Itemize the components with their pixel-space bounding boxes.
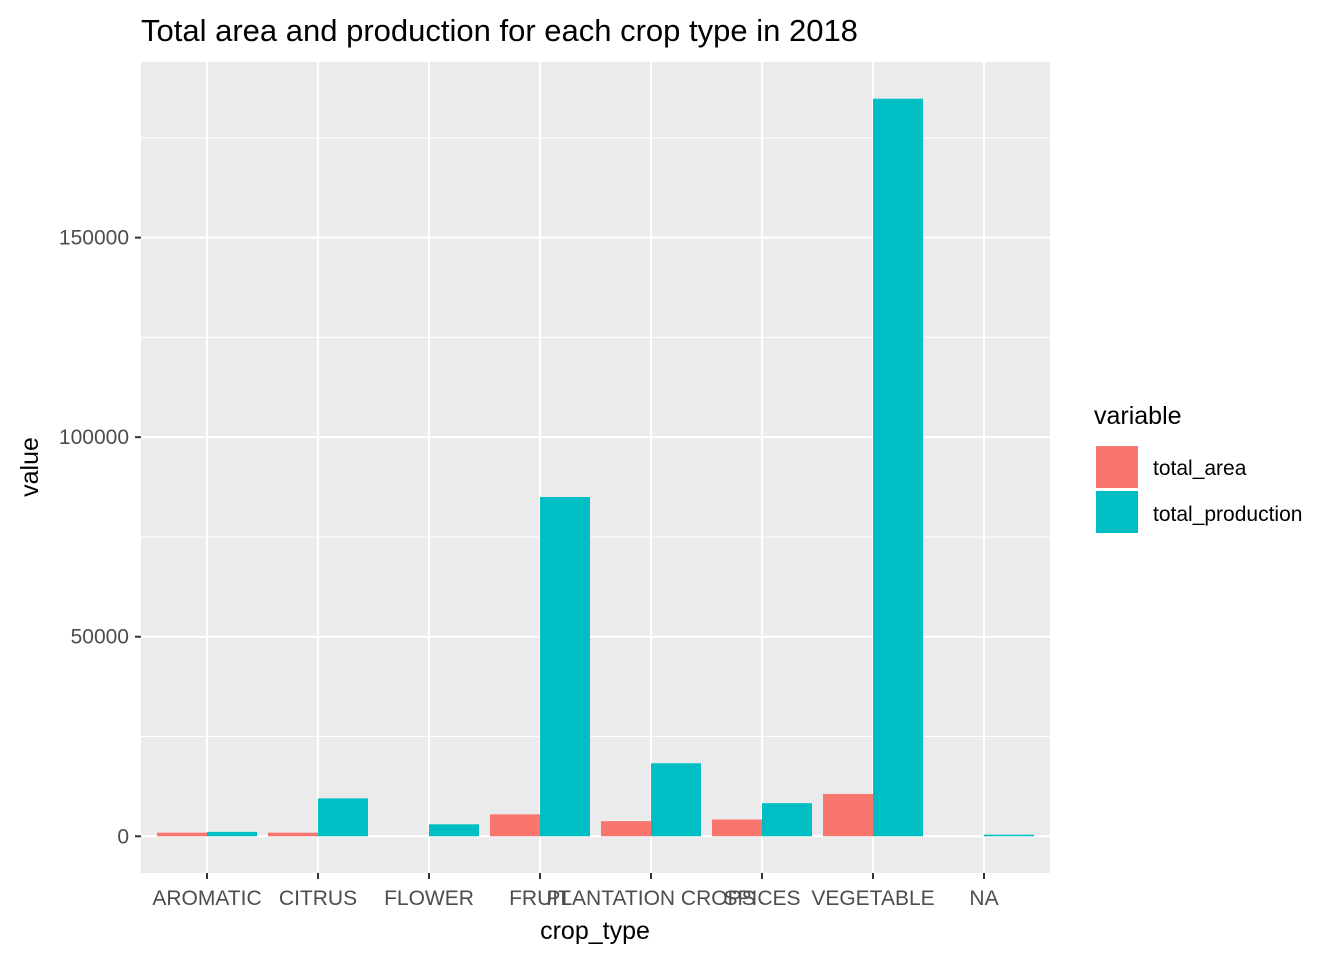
bars — [157, 98, 1034, 837]
y-axis-title: value — [16, 437, 44, 497]
bar-total-production-plantation-crops — [651, 763, 701, 837]
bar-total-production-na — [984, 834, 1034, 837]
x-tick-label: NA — [969, 887, 998, 910]
bar-total-area-vegetable — [823, 793, 873, 837]
bar-total-production-aromatic — [207, 831, 257, 837]
chart-title: Total area and production for each crop … — [141, 13, 858, 48]
x-tick-label: FRUIT — [509, 887, 571, 910]
bar-total-area-fruit — [490, 814, 540, 837]
y-tick-label: 50000 — [71, 626, 129, 649]
legend: variable total_area total_production — [1094, 402, 1302, 533]
y-tick-label: 150000 — [59, 227, 129, 250]
legend-key-total-area — [1096, 446, 1138, 488]
bar-total-area-aromatic — [157, 832, 207, 837]
bar-total-area-plantation-crops — [601, 821, 651, 837]
y-tick-label: 0 — [117, 825, 129, 848]
bar-total-area-citrus — [268, 832, 318, 837]
legend-title: variable — [1094, 402, 1182, 430]
bar-total-production-citrus — [318, 798, 368, 837]
legend-label-total-production: total_production — [1153, 503, 1302, 526]
x-tick-label: CITRUS — [279, 887, 357, 910]
y-axis: 0 50000 100000 150000 — [59, 227, 141, 848]
legend-key-total-production — [1096, 491, 1138, 533]
y-tick-label: 100000 — [59, 426, 129, 449]
legend-label-total-area: total_area — [1153, 457, 1247, 480]
x-tick-label: FLOWER — [384, 887, 474, 910]
bar-total-production-fruit — [540, 497, 590, 837]
bar-total-production-flower — [429, 824, 479, 837]
x-tick-label: VEGETABLE — [811, 887, 934, 910]
x-tick-label: SPICES — [723, 887, 800, 910]
bar-total-production-spices — [762, 803, 812, 837]
x-axis-title: crop_type — [540, 917, 650, 945]
x-tick-label: AROMATIC — [152, 887, 261, 910]
bar-total-production-vegetable — [873, 98, 923, 837]
x-tick-label: PLANTATION CROPS — [546, 887, 755, 910]
bar-total-area-spices — [712, 819, 762, 837]
